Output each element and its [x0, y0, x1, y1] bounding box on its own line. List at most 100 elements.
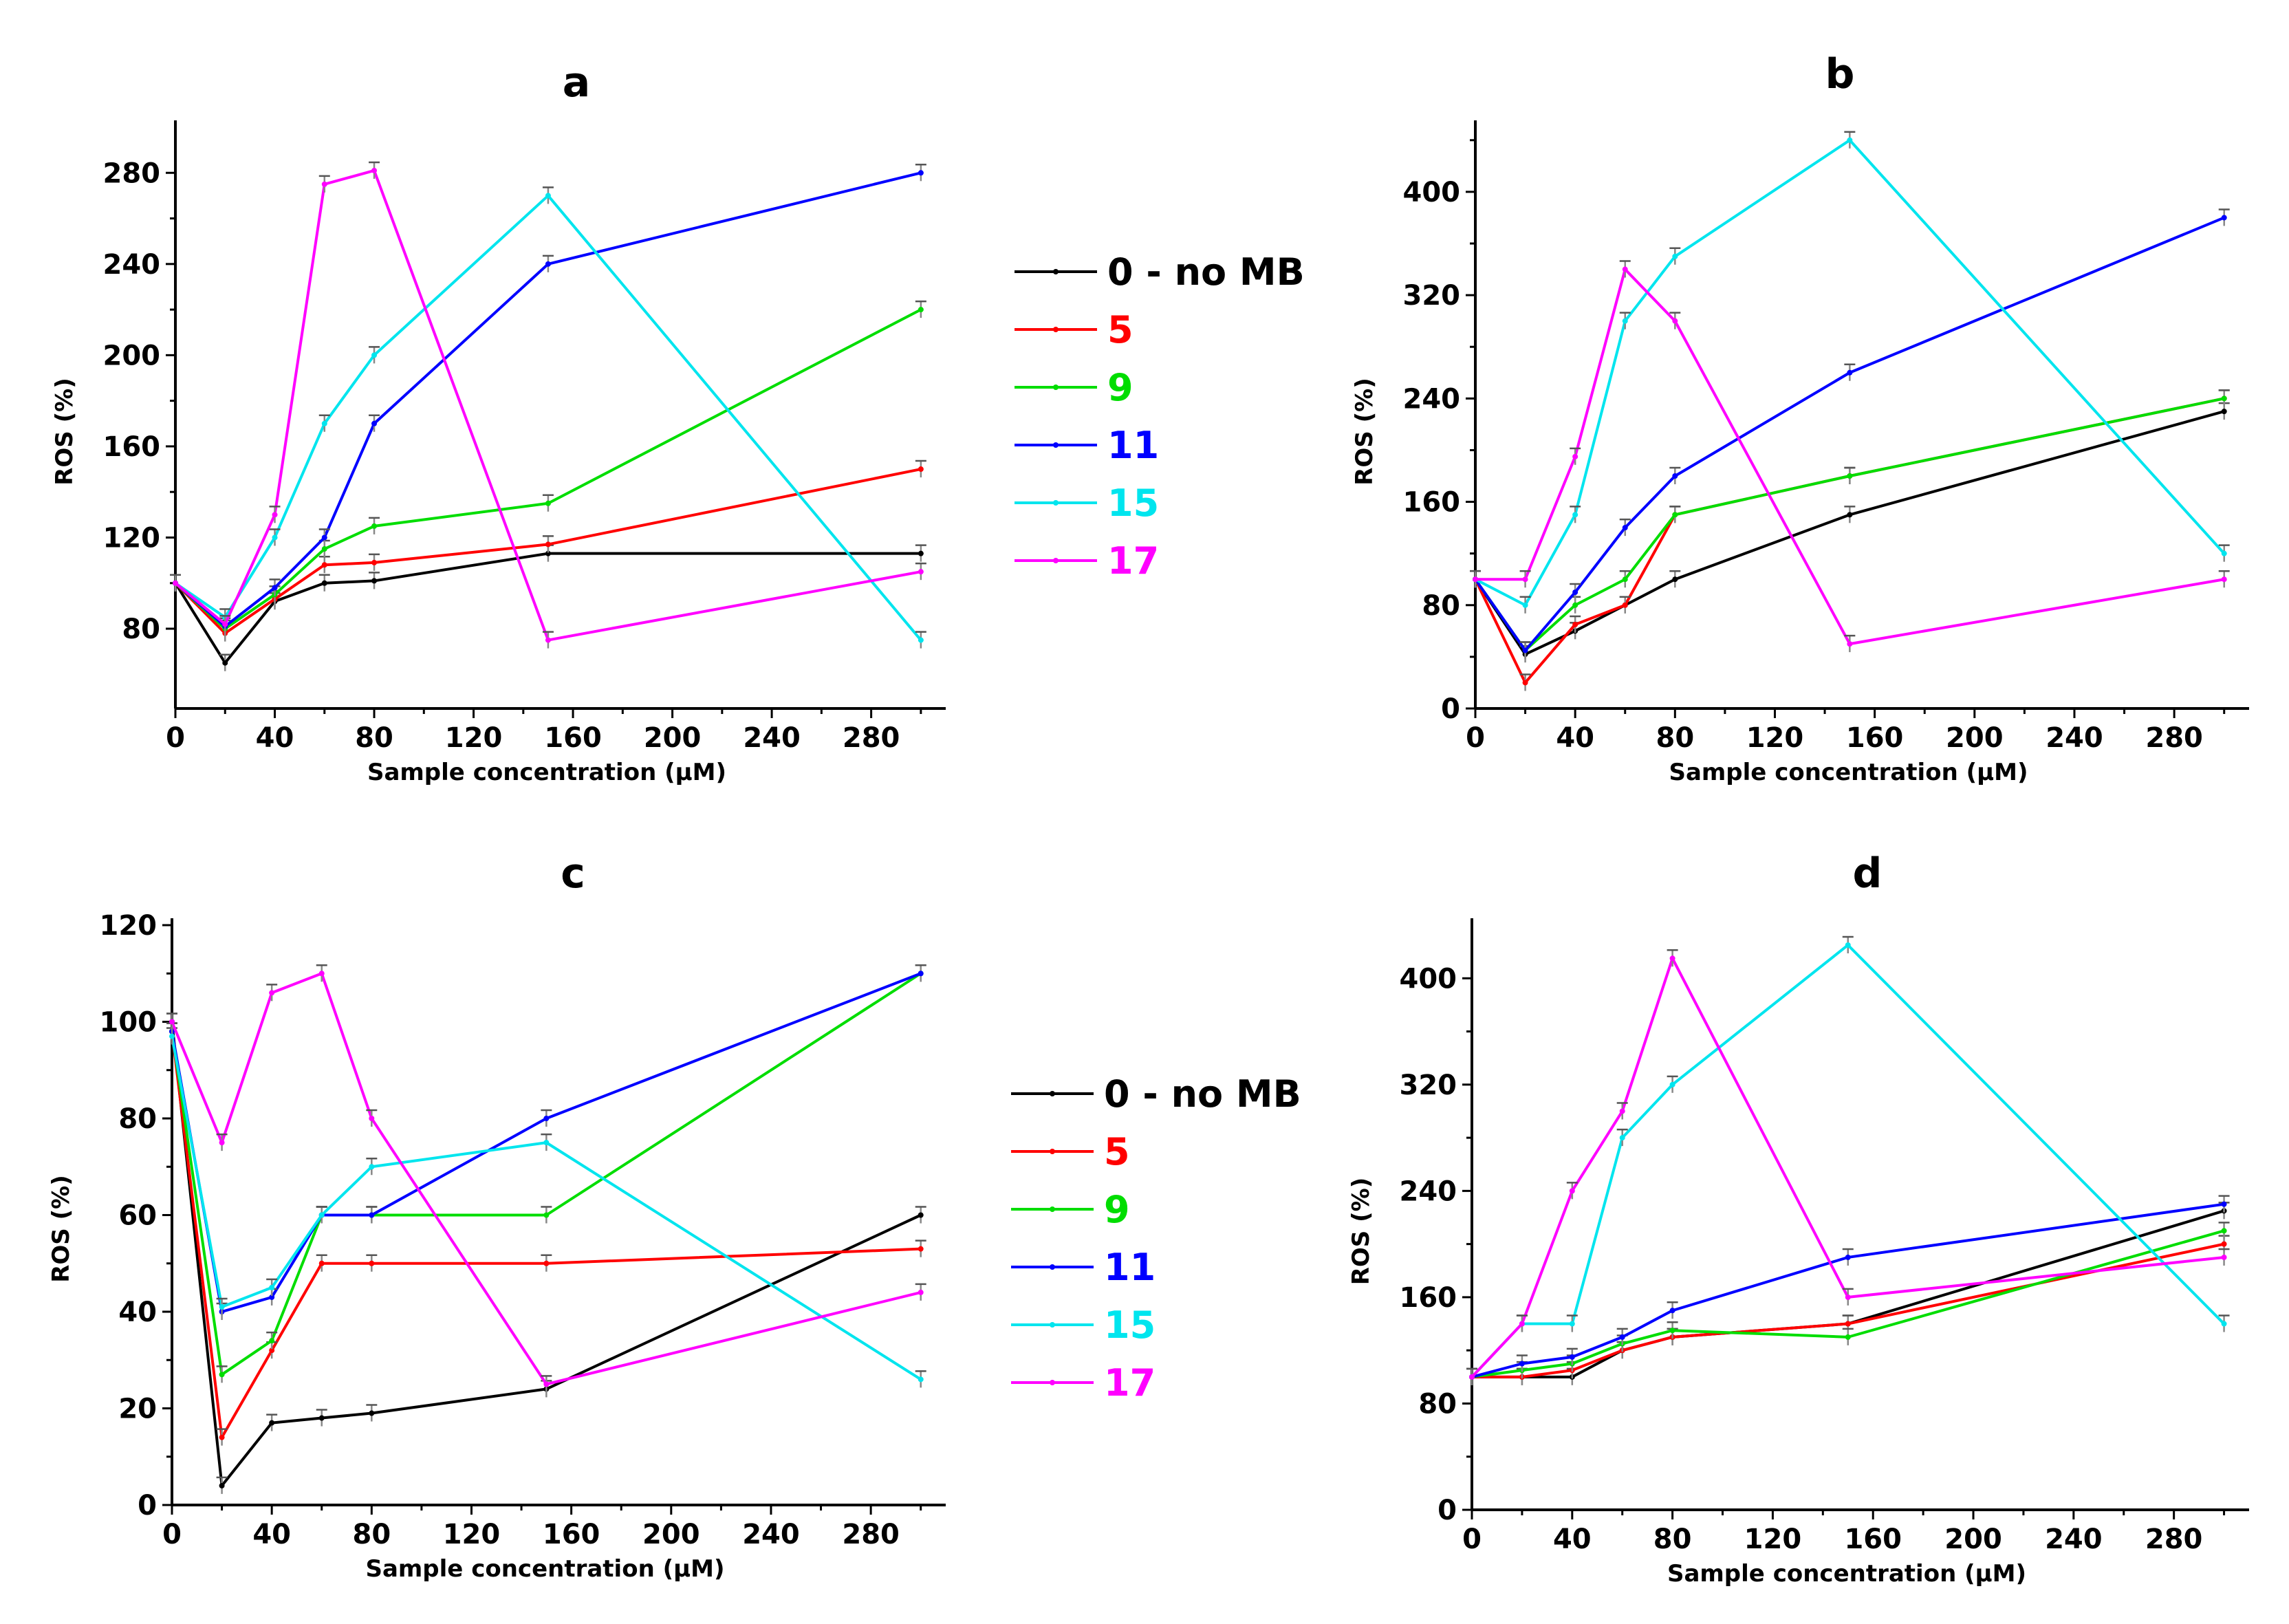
data-point [1522, 576, 1528, 583]
legend-entry: 17 [1011, 1361, 1156, 1405]
legend-label: 5 [1104, 1130, 1130, 1173]
data-point [1519, 1361, 1525, 1367]
data-point [545, 550, 551, 556]
legend-marker [1050, 1206, 1055, 1212]
chart-panel-d: d 0 40 80 120 160 200 240 280 0 80 160 240 320 400 Samp… [1347, 849, 2249, 1588]
data-point [2221, 215, 2227, 221]
series-line [1474, 410, 2225, 656]
legend-marker [1050, 1322, 1055, 1328]
data-point [269, 990, 275, 996]
data-point [1845, 942, 1851, 948]
data-point [543, 1260, 550, 1266]
data-point [1522, 680, 1528, 686]
x-tick-label: 200 [644, 722, 702, 754]
legend-label: 5 [1107, 308, 1133, 351]
x-axis-title: Sample concentration (µM) [1667, 1560, 2026, 1588]
data-point [1469, 1374, 1475, 1380]
series-11 [170, 164, 926, 635]
series-line [1471, 957, 2224, 1378]
data-point [269, 1338, 275, 1344]
y-tick-label: 80 [1422, 590, 1460, 622]
series-line [174, 169, 922, 642]
data-point [1622, 525, 1628, 531]
y-tick-label: 100 [100, 1007, 158, 1039]
data-point [1672, 512, 1678, 518]
legend-entry: 15 [1011, 1303, 1156, 1347]
data-point [269, 1347, 275, 1354]
legend-marker [1053, 558, 1059, 563]
data-point [1569, 1188, 1575, 1194]
y-tick-label: 160 [1403, 487, 1461, 519]
data-point [1845, 1334, 1851, 1340]
x-tick-label: 80 [1653, 1524, 1692, 1555]
data-point [369, 1260, 375, 1266]
x-tick-label: 80 [1656, 722, 1694, 754]
data-point [1619, 1334, 1625, 1340]
data-point [2221, 1228, 2227, 1234]
data-point [1619, 1108, 1625, 1114]
data-point [1847, 641, 1853, 647]
legend-label: 0 - no MB [1107, 250, 1305, 294]
data-point [371, 352, 378, 358]
data-point [1669, 1081, 1675, 1087]
series-line [1474, 216, 2225, 652]
y-axis-title: ROS (%) [51, 378, 78, 486]
data-point [269, 1294, 275, 1300]
legend-entry: 0 - no MB [1015, 250, 1305, 294]
legend-marker [1050, 1091, 1055, 1096]
x-tick-label: 0 [1462, 1524, 1482, 1555]
data-point [321, 534, 327, 541]
data-point [321, 181, 327, 187]
legend-entry: 5 [1015, 308, 1133, 351]
x-tick-label: 200 [1944, 1524, 2002, 1555]
y-tick-label: 320 [1400, 1070, 1457, 1101]
x-tick-label: 120 [1744, 1524, 1802, 1555]
data-point [1572, 602, 1579, 608]
legend-label: 9 [1107, 366, 1133, 409]
data-point [1519, 1321, 1525, 1327]
x-tick-label: 160 [1844, 1524, 1902, 1555]
data-point [1845, 1254, 1851, 1260]
y-tick-label: 40 [118, 1297, 157, 1328]
data-point [173, 580, 178, 586]
series-line [174, 308, 922, 631]
data-point [219, 1434, 225, 1440]
y-tick-label: 120 [100, 910, 158, 942]
legend: 0 - no MB 5 9 11 15 17 [1011, 1072, 1301, 1405]
data-point [1847, 512, 1853, 518]
data-point [1572, 512, 1579, 518]
data-point [1569, 1321, 1575, 1327]
data-point [371, 167, 378, 173]
legend-entry: 11 [1011, 1246, 1156, 1289]
series-17 [170, 161, 926, 649]
x-tick-label: 240 [742, 1519, 800, 1550]
data-point [1619, 1135, 1625, 1141]
data-point [369, 1116, 375, 1121]
data-point [2221, 1201, 2227, 1207]
data-point [1622, 602, 1628, 608]
y-axis-title: ROS (%) [1351, 378, 1378, 486]
chart-panel-c: c 0 40 80 120 160 200 240 280 0 20 40 60 80 100 120 Samp… [47, 849, 946, 1583]
data-point [369, 1410, 375, 1416]
series-15 [166, 1027, 926, 1388]
legend-marker [1053, 442, 1059, 448]
data-point [543, 1381, 550, 1387]
x-tick-label: 40 [252, 1519, 291, 1550]
y-tick-label: 400 [1403, 177, 1461, 208]
y-tick-label: 80 [118, 1103, 157, 1135]
legend-label: 0 - no MB [1104, 1072, 1301, 1116]
x-tick-label: 280 [843, 722, 900, 754]
data-point [918, 466, 924, 473]
legend-entry: 15 [1015, 481, 1159, 525]
panel-title: a [563, 58, 591, 107]
data-point [1672, 253, 1678, 259]
data-point [545, 541, 551, 548]
data-point [321, 420, 327, 426]
data-point [318, 1415, 325, 1421]
chart-panel-a: a 0 40 80 120 160 200 240 280 80 120 160 200 240 280 Sa… [51, 58, 946, 786]
data-point [918, 1376, 924, 1383]
data-point [918, 569, 924, 575]
data-point [318, 971, 325, 977]
data-point [1672, 473, 1678, 479]
legend-marker [1050, 1264, 1055, 1270]
